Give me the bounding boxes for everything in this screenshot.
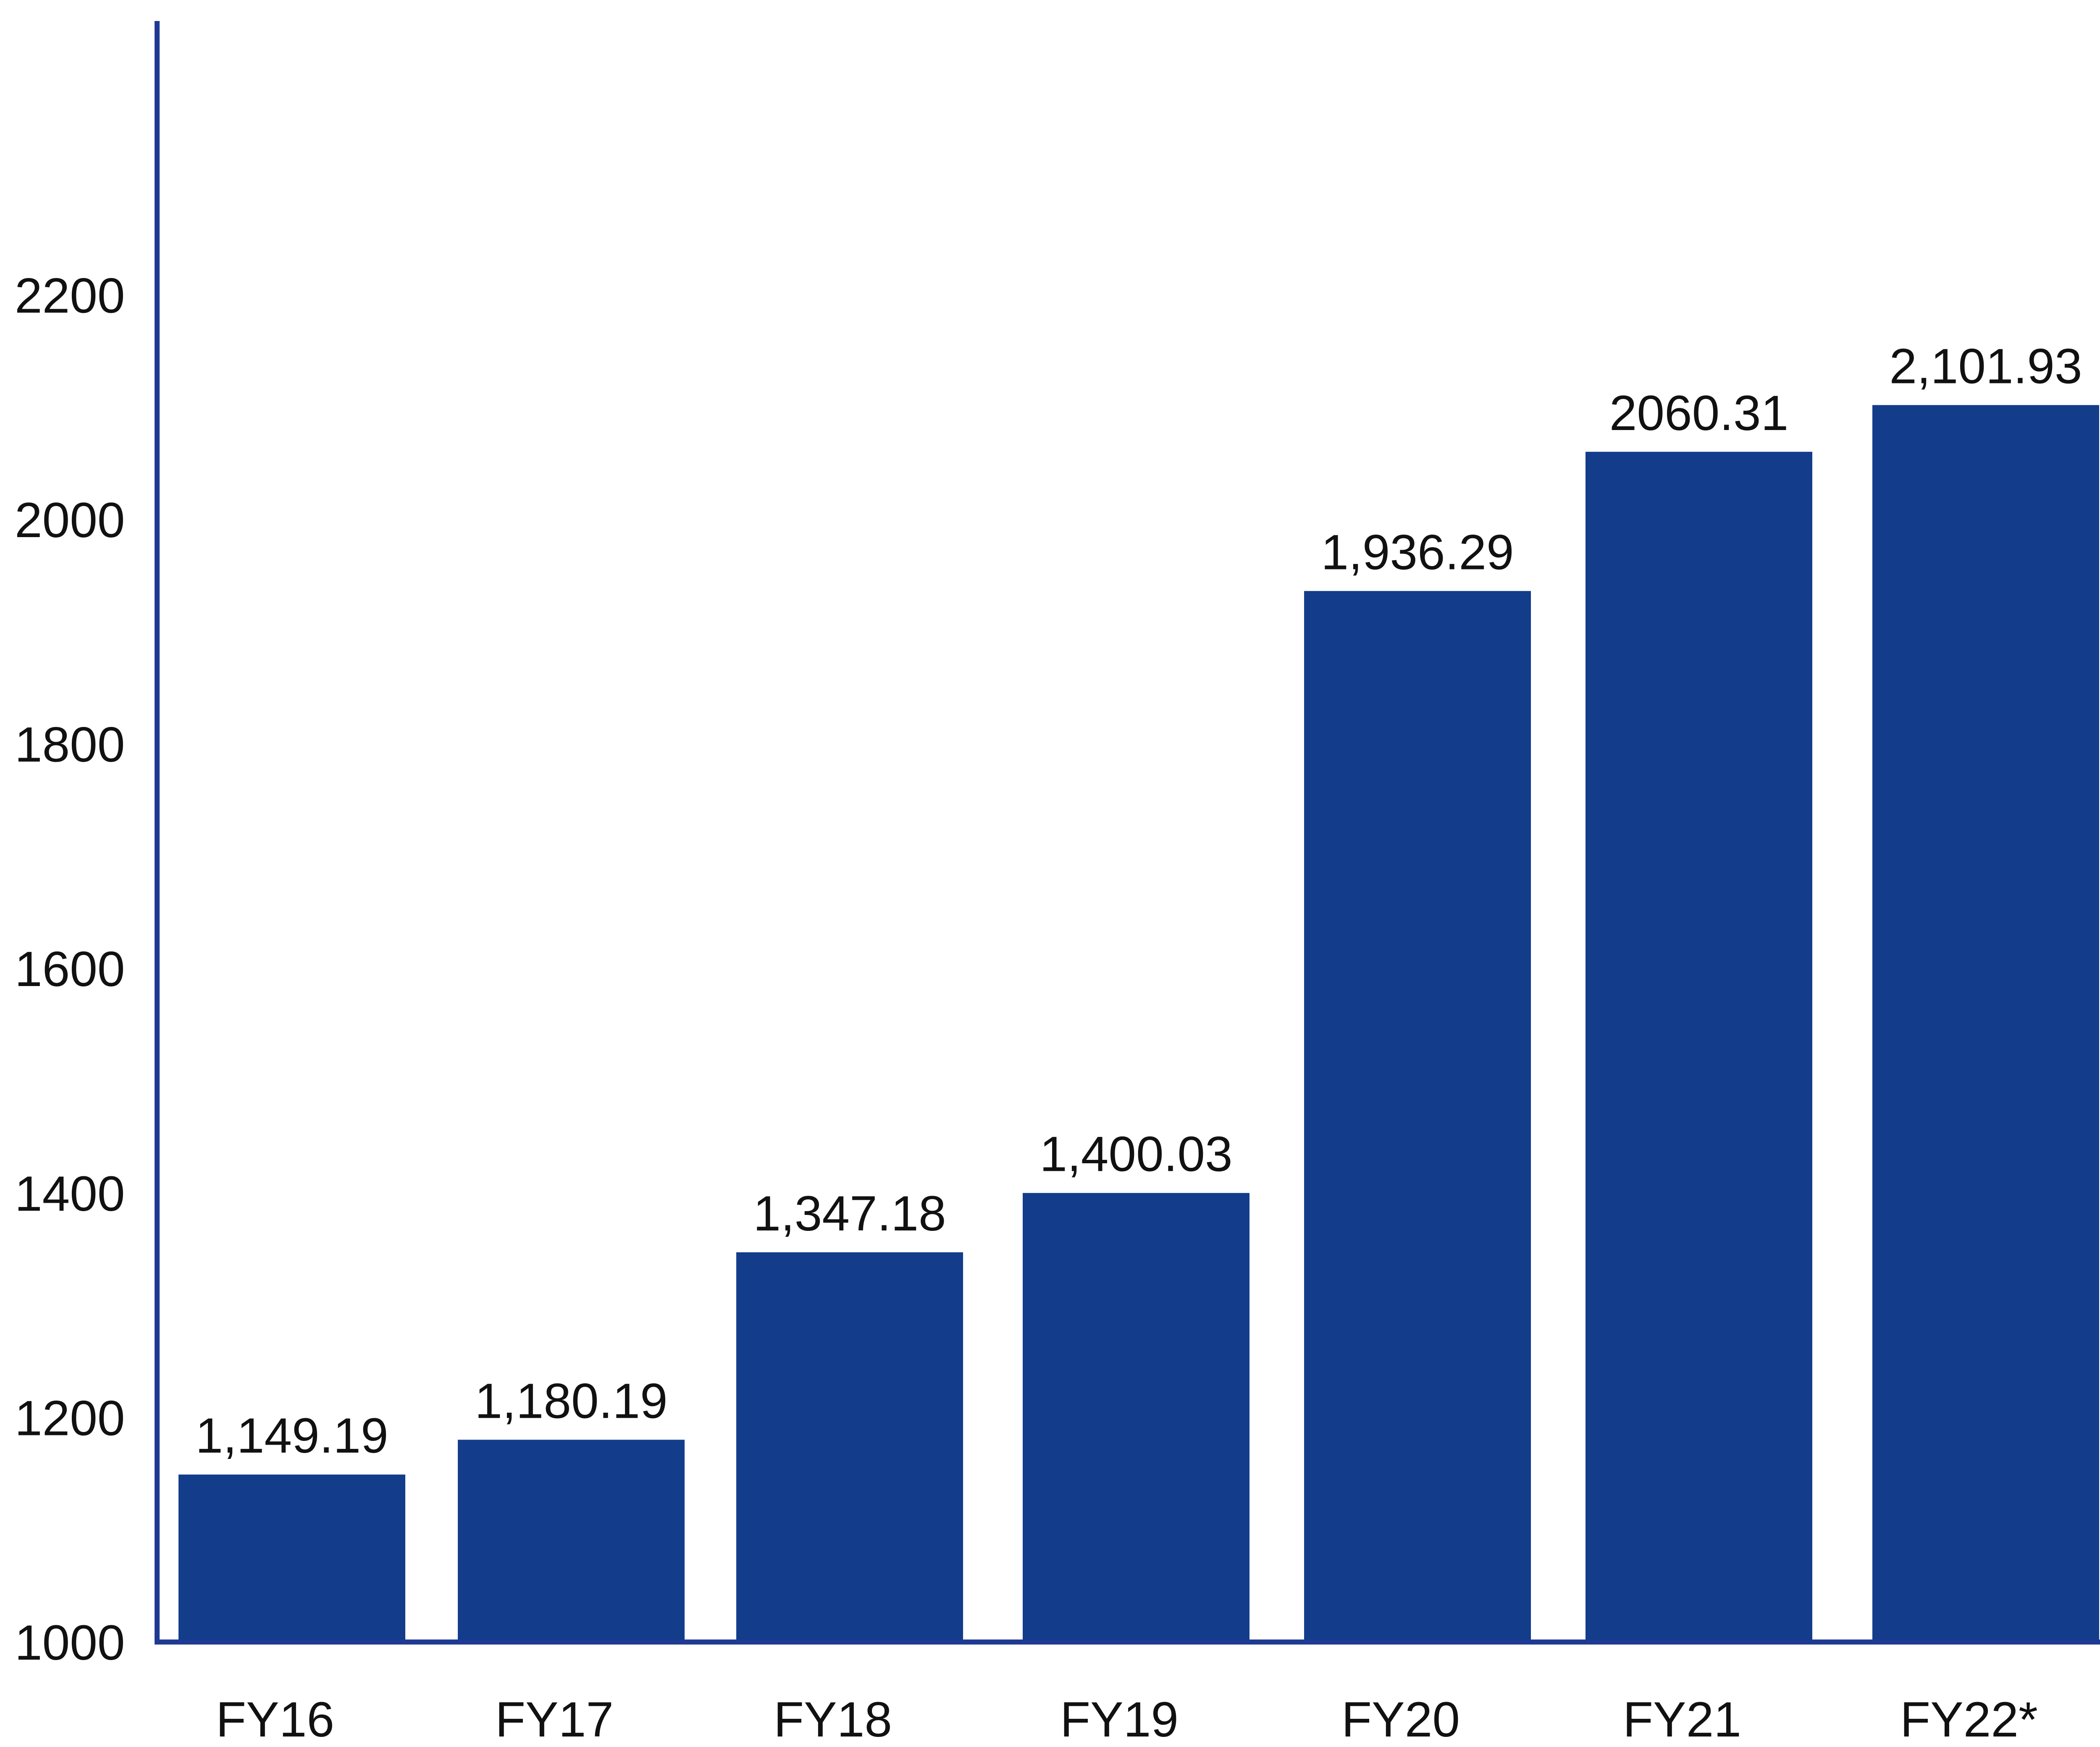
x-tick-label-fy21: FY21 (1623, 1692, 1741, 1745)
bar-fy22 (1872, 405, 2099, 1642)
bar-fy21 (1586, 451, 1812, 1642)
data-label-fy22: 2,101.93 (1889, 339, 2082, 394)
x-tick-label-fy17: FY17 (495, 1692, 614, 1745)
y-tick-label-1400: 1400 (15, 1166, 125, 1222)
x-tick-label-fy16: FY16 (216, 1692, 334, 1745)
bar-fy17 (458, 1440, 685, 1642)
axes-layer (155, 21, 2100, 1645)
x-tick-label-fy19: FY19 (1060, 1692, 1179, 1745)
data-label-fy17: 1,180.19 (475, 1373, 667, 1429)
y-tick-label-2000: 2000 (15, 493, 125, 548)
bar-fy20 (1304, 591, 1531, 1642)
x-tick-label-fy18: FY18 (774, 1692, 892, 1745)
x-tick-labels-layer: FY16 FY17 FY18 FY19 FY20 FY21 FY22* (216, 1692, 2038, 1747)
bar-fy18 (736, 1252, 963, 1642)
y-tick-label-1200: 1200 (15, 1390, 125, 1446)
y-tick-label-1000: 1000 (15, 1615, 125, 1671)
x-tick-label-fy20: FY20 (1341, 1692, 1460, 1745)
value-labels-layer: 1,149.19 1,180.19 1,347.18 1,400.03 1,936.29… (195, 339, 2082, 1464)
data-label-fy16: 1,149.19 (195, 1408, 388, 1464)
y-tick-labels-layer: 1000 1200 1400 1600 1800 2000 2200 (15, 268, 125, 1671)
x-tick-label-fy22: FY22* (1900, 1692, 2038, 1745)
data-label-fy21: 2060.31 (1609, 386, 1789, 441)
data-label-fy19: 1,400.03 (1040, 1127, 1232, 1182)
y-tick-label-1600: 1600 (15, 942, 125, 997)
y-tick-label-1800: 1800 (15, 717, 125, 773)
bar-fy19 (1023, 1193, 1250, 1642)
data-label-fy18: 1,347.18 (753, 1186, 946, 1241)
data-label-fy20: 1,936.29 (1321, 525, 1514, 580)
bars-layer (178, 405, 2099, 1642)
y-tick-label-2200: 2200 (15, 268, 125, 323)
bar-fy16 (178, 1474, 405, 1642)
